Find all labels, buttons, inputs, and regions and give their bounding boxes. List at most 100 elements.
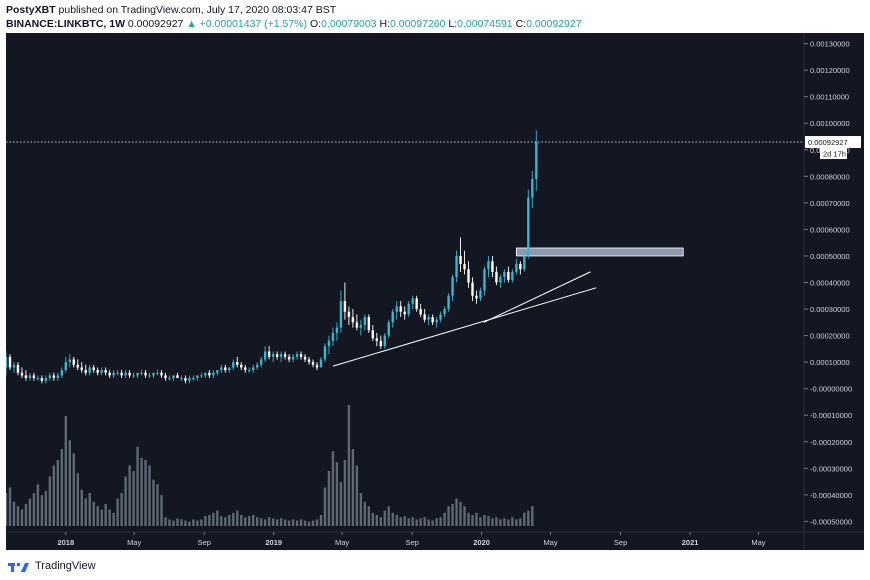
open-value: 0.00079003	[321, 18, 377, 30]
candle-body	[128, 372, 131, 376]
candle	[403, 306, 406, 320]
price-tick-label: -0.00000000	[810, 385, 852, 394]
candle	[112, 370, 115, 379]
candle	[192, 375, 195, 381]
time-tick-label: 2020	[473, 538, 490, 547]
volume-bar	[431, 520, 434, 526]
candle	[451, 274, 454, 302]
candle	[156, 370, 159, 376]
candle	[411, 295, 414, 310]
candle	[535, 130, 538, 191]
candle	[435, 317, 438, 328]
candle	[263, 346, 267, 363]
volume-bar	[160, 495, 163, 526]
candle-body	[311, 362, 315, 365]
volume-bar	[172, 520, 175, 526]
candle	[16, 362, 20, 376]
candle	[232, 359, 235, 371]
volume-bar	[351, 449, 355, 526]
candle-body	[32, 375, 36, 379]
price-tick-label: 0.00110000	[810, 93, 849, 102]
volume-bar	[403, 516, 406, 526]
candle-body	[236, 362, 239, 365]
volume-bar	[200, 519, 203, 526]
volume-bar	[291, 519, 295, 526]
candle	[303, 354, 307, 363]
author-name[interactable]: PostyXBT	[6, 4, 56, 16]
volume-bar	[475, 512, 478, 526]
candle	[311, 359, 315, 368]
volume-bar	[108, 509, 111, 526]
candle-body	[116, 372, 119, 374]
candle	[519, 261, 522, 275]
time-axis[interactable]: 2018 May Sep 2019 May Sep 2020 May Sep 2021 May	[57, 532, 766, 547]
resistance-zone	[515, 247, 684, 257]
candle	[415, 295, 418, 312]
candle-body	[455, 255, 458, 278]
low-value: 0.00074591	[457, 18, 513, 30]
volume-bar	[255, 517, 259, 526]
candle	[479, 287, 482, 302]
candle-body	[371, 330, 375, 339]
candle	[184, 375, 187, 384]
candle-body	[303, 356, 307, 360]
volume-bar	[483, 515, 486, 526]
candle-body	[495, 271, 498, 283]
candle-body	[100, 370, 103, 373]
last-price-box	[805, 136, 861, 149]
candle	[204, 372, 207, 379]
candle	[375, 332, 379, 347]
candle	[307, 356, 311, 365]
candle-body	[12, 364, 16, 368]
price-tick-label: 0.00070000	[810, 199, 850, 208]
price-tick-label: 0.00120000	[810, 66, 850, 75]
candle	[363, 314, 367, 331]
volume-bar	[379, 517, 382, 526]
candle-body	[60, 370, 64, 376]
volume-bar	[435, 518, 438, 526]
candle	[483, 266, 486, 296]
candle	[228, 367, 231, 373]
candle-body	[44, 378, 48, 381]
tradingview-footer[interactable]: TradingView	[8, 556, 96, 576]
candle	[20, 367, 24, 379]
candle-body	[379, 340, 382, 347]
volume-bar	[8, 487, 12, 526]
volume-bar	[56, 460, 60, 526]
candle-body	[144, 372, 147, 376]
candle	[347, 306, 351, 325]
candle-body	[180, 378, 183, 380]
candle	[319, 356, 323, 368]
volume-bar	[491, 518, 494, 526]
volume-bar	[20, 509, 24, 526]
time-tick-label: 2019	[265, 538, 282, 547]
price-chart[interactable]: 0.00130000 0.00120000 0.00110000 0.00100000…	[6, 33, 864, 550]
volume-bar	[100, 509, 103, 526]
volume-bar	[335, 462, 339, 526]
volume-bar	[220, 516, 223, 526]
candle-body	[299, 354, 303, 357]
candle-body	[535, 142, 538, 179]
volume-bar	[216, 510, 219, 526]
candle-body	[363, 317, 367, 325]
price-axis[interactable]: 0.00130000 0.00120000 0.00110000 0.00100000…	[804, 40, 852, 527]
candle-body	[423, 314, 426, 320]
candle-body	[367, 317, 371, 331]
volume-bar	[355, 465, 359, 526]
candle-body	[431, 317, 434, 323]
candle	[188, 375, 191, 384]
volume-bar	[323, 487, 327, 526]
candle	[423, 309, 426, 323]
volume-bar	[443, 512, 446, 526]
candle-body	[387, 322, 390, 336]
candle-body	[263, 351, 267, 360]
candle-body	[523, 255, 526, 270]
candle	[176, 372, 179, 379]
volume-bar	[232, 512, 235, 526]
candle	[104, 367, 107, 376]
volume-bar	[327, 471, 331, 526]
candle-body	[295, 354, 299, 357]
candle	[36, 375, 40, 381]
high-label: H:	[379, 18, 390, 30]
candle-body	[216, 370, 219, 373]
